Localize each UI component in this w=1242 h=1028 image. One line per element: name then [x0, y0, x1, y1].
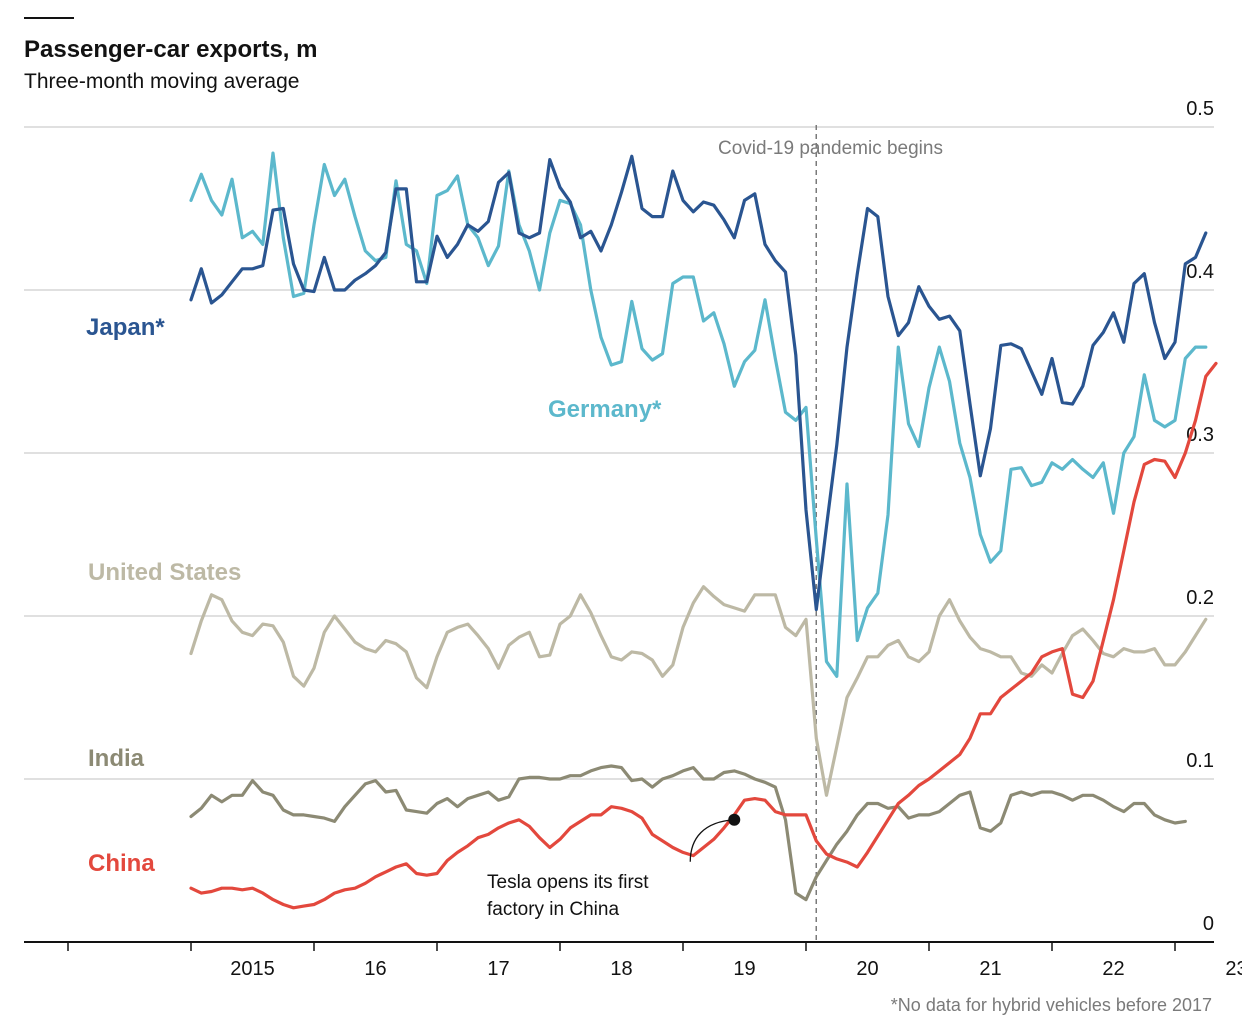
y-tick-label: 0.1	[1186, 750, 1214, 772]
y-tick-label: 0.4	[1186, 261, 1214, 283]
annotation-leader	[689, 819, 735, 862]
y-tick-label: 0.2	[1186, 587, 1214, 609]
x-tick-label: 19	[733, 958, 755, 980]
chart-subtitle: Three-month moving average	[24, 70, 299, 93]
series-label-india: India	[88, 745, 145, 772]
footnote: *No data for hybrid vehicles before 2017	[891, 995, 1212, 1015]
chart-title: Passenger-car exports, m	[24, 36, 317, 63]
y-axis-labels: 00.10.20.30.40.5	[1186, 98, 1214, 935]
y-tick-label: 0	[1203, 913, 1214, 935]
x-tick-label: 23	[1225, 958, 1242, 980]
grid-lines	[24, 126, 1214, 780]
x-tick-label: 22	[1102, 958, 1124, 980]
series-label-germany: Germany*	[548, 396, 662, 423]
series-line-united-states	[189, 585, 1208, 797]
y-tick-label: 0.5	[1186, 98, 1214, 120]
series-lines	[189, 151, 1218, 910]
annotation-point	[728, 813, 741, 826]
x-axis: 2015 16 17 18 19 20 21 22 23	[24, 941, 1242, 980]
x-tick-label: 16	[364, 958, 386, 980]
series-line-india	[189, 764, 1187, 902]
x-tick-label: 2015	[230, 958, 275, 980]
annotation-line-1: Tesla opens its first	[487, 872, 649, 893]
covid-label: Covid-19 pandemic begins	[718, 138, 943, 159]
series-line-china	[189, 361, 1218, 910]
series-line-germany	[189, 151, 1208, 678]
x-tick-label: 17	[487, 958, 509, 980]
series-line-japan	[189, 154, 1208, 612]
series-label-united-states: United States	[88, 559, 241, 586]
annotation-line-2: factory in China	[487, 899, 619, 920]
x-tick-label: 20	[856, 958, 878, 980]
annotation-text: Tesla opens its first factory in China	[487, 872, 654, 920]
x-tick-label: 21	[979, 958, 1001, 980]
series-label-japan: Japan*	[86, 314, 165, 341]
series-label-china: China	[88, 850, 155, 877]
x-tick-label: 18	[610, 958, 632, 980]
